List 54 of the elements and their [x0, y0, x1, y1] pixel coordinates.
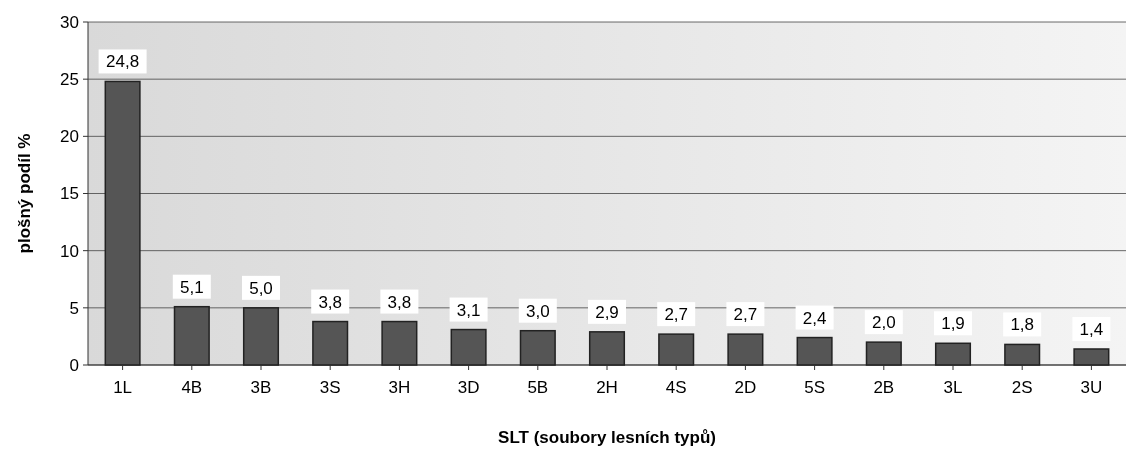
bar: [519, 329, 556, 366]
x-tick-label: 4S: [665, 378, 687, 397]
data-label: 3,1: [456, 300, 481, 320]
x-tick-label: 5S: [804, 378, 825, 397]
data-label: 2,4: [802, 308, 827, 328]
bar: [796, 336, 833, 366]
data-label: 5,0: [249, 278, 273, 298]
bar: [173, 305, 210, 366]
data-label: 2,9: [595, 302, 619, 322]
y-tick-label: 0: [69, 355, 79, 375]
data-label: 3,0: [525, 301, 550, 321]
x-tick-label: 3H: [388, 378, 411, 397]
y-axis-title: plošný podíl %: [15, 133, 34, 254]
data-label: 2,0: [871, 313, 896, 333]
bar: [658, 333, 695, 366]
x-tick-label: 2S: [1011, 378, 1033, 397]
data-label: 2,7: [664, 305, 689, 325]
bar: [1073, 348, 1110, 366]
x-tick-label: 2B: [873, 378, 895, 397]
bar: [934, 342, 972, 366]
bar: [242, 307, 280, 366]
x-tick-label: 1L: [113, 378, 133, 397]
y-tick-label: 5: [69, 298, 79, 318]
y-tick-label: 10: [60, 241, 79, 261]
x-tick-label: 3U: [1080, 378, 1103, 397]
x-tick-label: 5B: [527, 378, 549, 397]
data-label: 3,8: [387, 292, 412, 312]
data-label: 1,9: [941, 314, 965, 334]
x-tick-label: 3L: [943, 378, 963, 397]
y-tick-label: 20: [60, 127, 79, 147]
bar: [865, 341, 902, 366]
y-tick-label: 25: [60, 70, 79, 90]
x-axis-title: SLT (soubory lesních typů): [498, 428, 716, 447]
x-tick-label: 3S: [319, 378, 341, 397]
bar: [381, 320, 418, 366]
y-tick-label: 30: [60, 12, 79, 32]
bar: [1004, 343, 1041, 366]
data-label: 2,7: [733, 305, 758, 325]
x-tick-label: 4B: [181, 378, 203, 397]
x-tick-label: 3D: [457, 378, 480, 397]
data-label: 5,1: [179, 277, 204, 297]
data-label: 1,4: [1079, 319, 1104, 339]
data-label: 3,8: [318, 292, 343, 312]
bar: [727, 333, 764, 366]
bar: [104, 80, 141, 366]
bar: [312, 320, 349, 366]
x-tick-label: 3B: [250, 378, 272, 397]
data-label: 24,8: [106, 52, 140, 72]
y-tick-label: 15: [60, 184, 79, 204]
x-tick-label: 2D: [734, 378, 757, 397]
bar: [588, 331, 626, 366]
data-label: 1,8: [1010, 315, 1035, 335]
x-tick-label: 2H: [596, 378, 618, 397]
bar: [450, 328, 487, 366]
